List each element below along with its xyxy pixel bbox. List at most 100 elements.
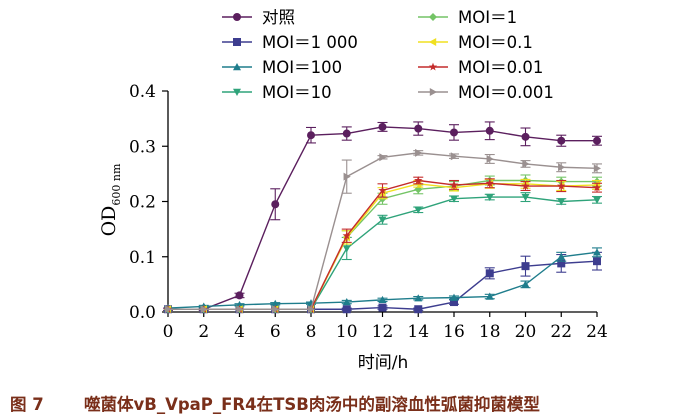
x-tick-label: 8 [306, 322, 317, 342]
data-point [522, 159, 530, 168]
legend-marker [429, 38, 437, 46]
x-tick-label: 14 [407, 322, 429, 342]
x-ticks: 0 2 4 6 8 10 12 14 16 18 20 22 24 [163, 312, 608, 342]
data-point [414, 294, 423, 302]
data-point [450, 195, 458, 203]
data-point [450, 152, 458, 161]
legend-marker [429, 13, 437, 21]
legend-marker [233, 88, 241, 96]
data-point [415, 148, 423, 157]
y-axis-label: OD600 nm [98, 163, 123, 236]
series-3 [164, 192, 602, 314]
legend-label: MOI＝0.01 [458, 58, 543, 77]
y-tick-label: 0.2 [129, 193, 156, 213]
legend-item: 对照 [222, 8, 295, 27]
legend-item: MOI＝1 [418, 8, 517, 27]
x-axis-label: 时间/h [358, 353, 409, 373]
data-point [485, 269, 494, 278]
figure-caption-text: 噬菌体vB_VpaP_FR4在TSB肉汤中的副溶血性弧菌抑菌模型 [84, 395, 540, 414]
legend-marker [429, 88, 437, 96]
x-tick-label: 18 [479, 322, 501, 342]
growth-curve-chart: 对照 MOI＝1 000 MOI＝100 MOI＝10 MOI＝1 MOI＝0.1 MOI＝… [98, 8, 608, 373]
y-axis-label-main: OD [98, 206, 120, 237]
legend-item: MOI＝100 [222, 58, 342, 77]
series-6 [163, 176, 602, 313]
legend-marker [233, 63, 241, 71]
data-point [521, 132, 530, 141]
legend-label: MOI＝0.001 [458, 83, 554, 102]
data-point [414, 176, 423, 185]
y-tick-label: 0.0 [129, 303, 156, 323]
data-point [414, 206, 423, 214]
data-point [271, 200, 280, 209]
x-tick-label: 22 [550, 322, 572, 342]
x-tick-label: 6 [270, 322, 281, 342]
series-layer [163, 121, 602, 314]
data-point [378, 303, 387, 312]
data-point [342, 129, 351, 138]
data-point [485, 126, 494, 135]
x-tick-label: 20 [515, 322, 537, 342]
legend-label: MOI＝0.1 [458, 33, 533, 52]
data-point [557, 136, 566, 145]
series-line [168, 152, 598, 310]
data-point [521, 262, 530, 271]
legend-label: MOI＝100 [262, 58, 342, 77]
data-point [485, 292, 494, 300]
x-tick-label: 4 [234, 322, 245, 342]
data-point [521, 193, 530, 202]
series-1 [164, 251, 602, 314]
legend-item: MOI＝10 [222, 83, 332, 102]
data-point [342, 298, 351, 306]
legend-marker [233, 38, 241, 46]
data-point [450, 298, 458, 307]
legend-marker [233, 13, 241, 21]
data-point [485, 193, 494, 202]
data-point [200, 305, 208, 314]
legend-item: MOI＝0.01 [418, 58, 543, 77]
series-2 [164, 247, 602, 312]
data-point [557, 259, 566, 268]
data-point [450, 128, 458, 137]
data-point [414, 305, 423, 314]
data-point [272, 305, 280, 314]
data-point [521, 181, 530, 190]
data-point [450, 293, 458, 301]
data-point [593, 136, 601, 145]
data-point [378, 122, 387, 131]
legend-label: MOI＝1 000 [262, 33, 358, 52]
y-axis-label-sub: 600 nm [110, 163, 123, 206]
data-point [593, 196, 601, 204]
y-tick-label: 0.3 [129, 137, 156, 157]
data-point [557, 198, 566, 206]
legend-label: 对照 [262, 8, 295, 27]
data-point [521, 280, 530, 288]
x-tick-label: 12 [372, 322, 394, 342]
x-tick-label: 2 [198, 322, 209, 342]
data-point [378, 216, 387, 224]
series-line [168, 196, 598, 310]
legend-item: MOI＝1 000 [222, 33, 358, 52]
series-7 [164, 148, 602, 314]
data-point [557, 181, 566, 190]
data-point [593, 164, 601, 173]
data-point [379, 153, 387, 162]
data-point [342, 231, 351, 240]
data-point [557, 252, 566, 260]
figure-number: 图 7 [10, 395, 44, 414]
x-tick-label: 16 [443, 322, 465, 342]
data-point [593, 248, 601, 256]
x-tick-label: 10 [336, 322, 358, 342]
data-point [485, 178, 494, 187]
legend-item: MOI＝0.1 [418, 33, 533, 52]
y-ticks: 0.0 0.1 0.2 0.3 0.4 [129, 82, 168, 323]
x-tick-label: 24 [586, 322, 608, 342]
data-point [592, 183, 602, 192]
y-tick-label: 0.4 [129, 82, 156, 102]
data-point [378, 295, 387, 304]
data-point [593, 257, 601, 266]
data-point [378, 186, 387, 195]
data-point [486, 154, 494, 163]
data-point [342, 245, 351, 253]
legend: 对照 MOI＝1 000 MOI＝100 MOI＝10 MOI＝1 MOI＝0.1 MOI＝… [222, 8, 554, 102]
